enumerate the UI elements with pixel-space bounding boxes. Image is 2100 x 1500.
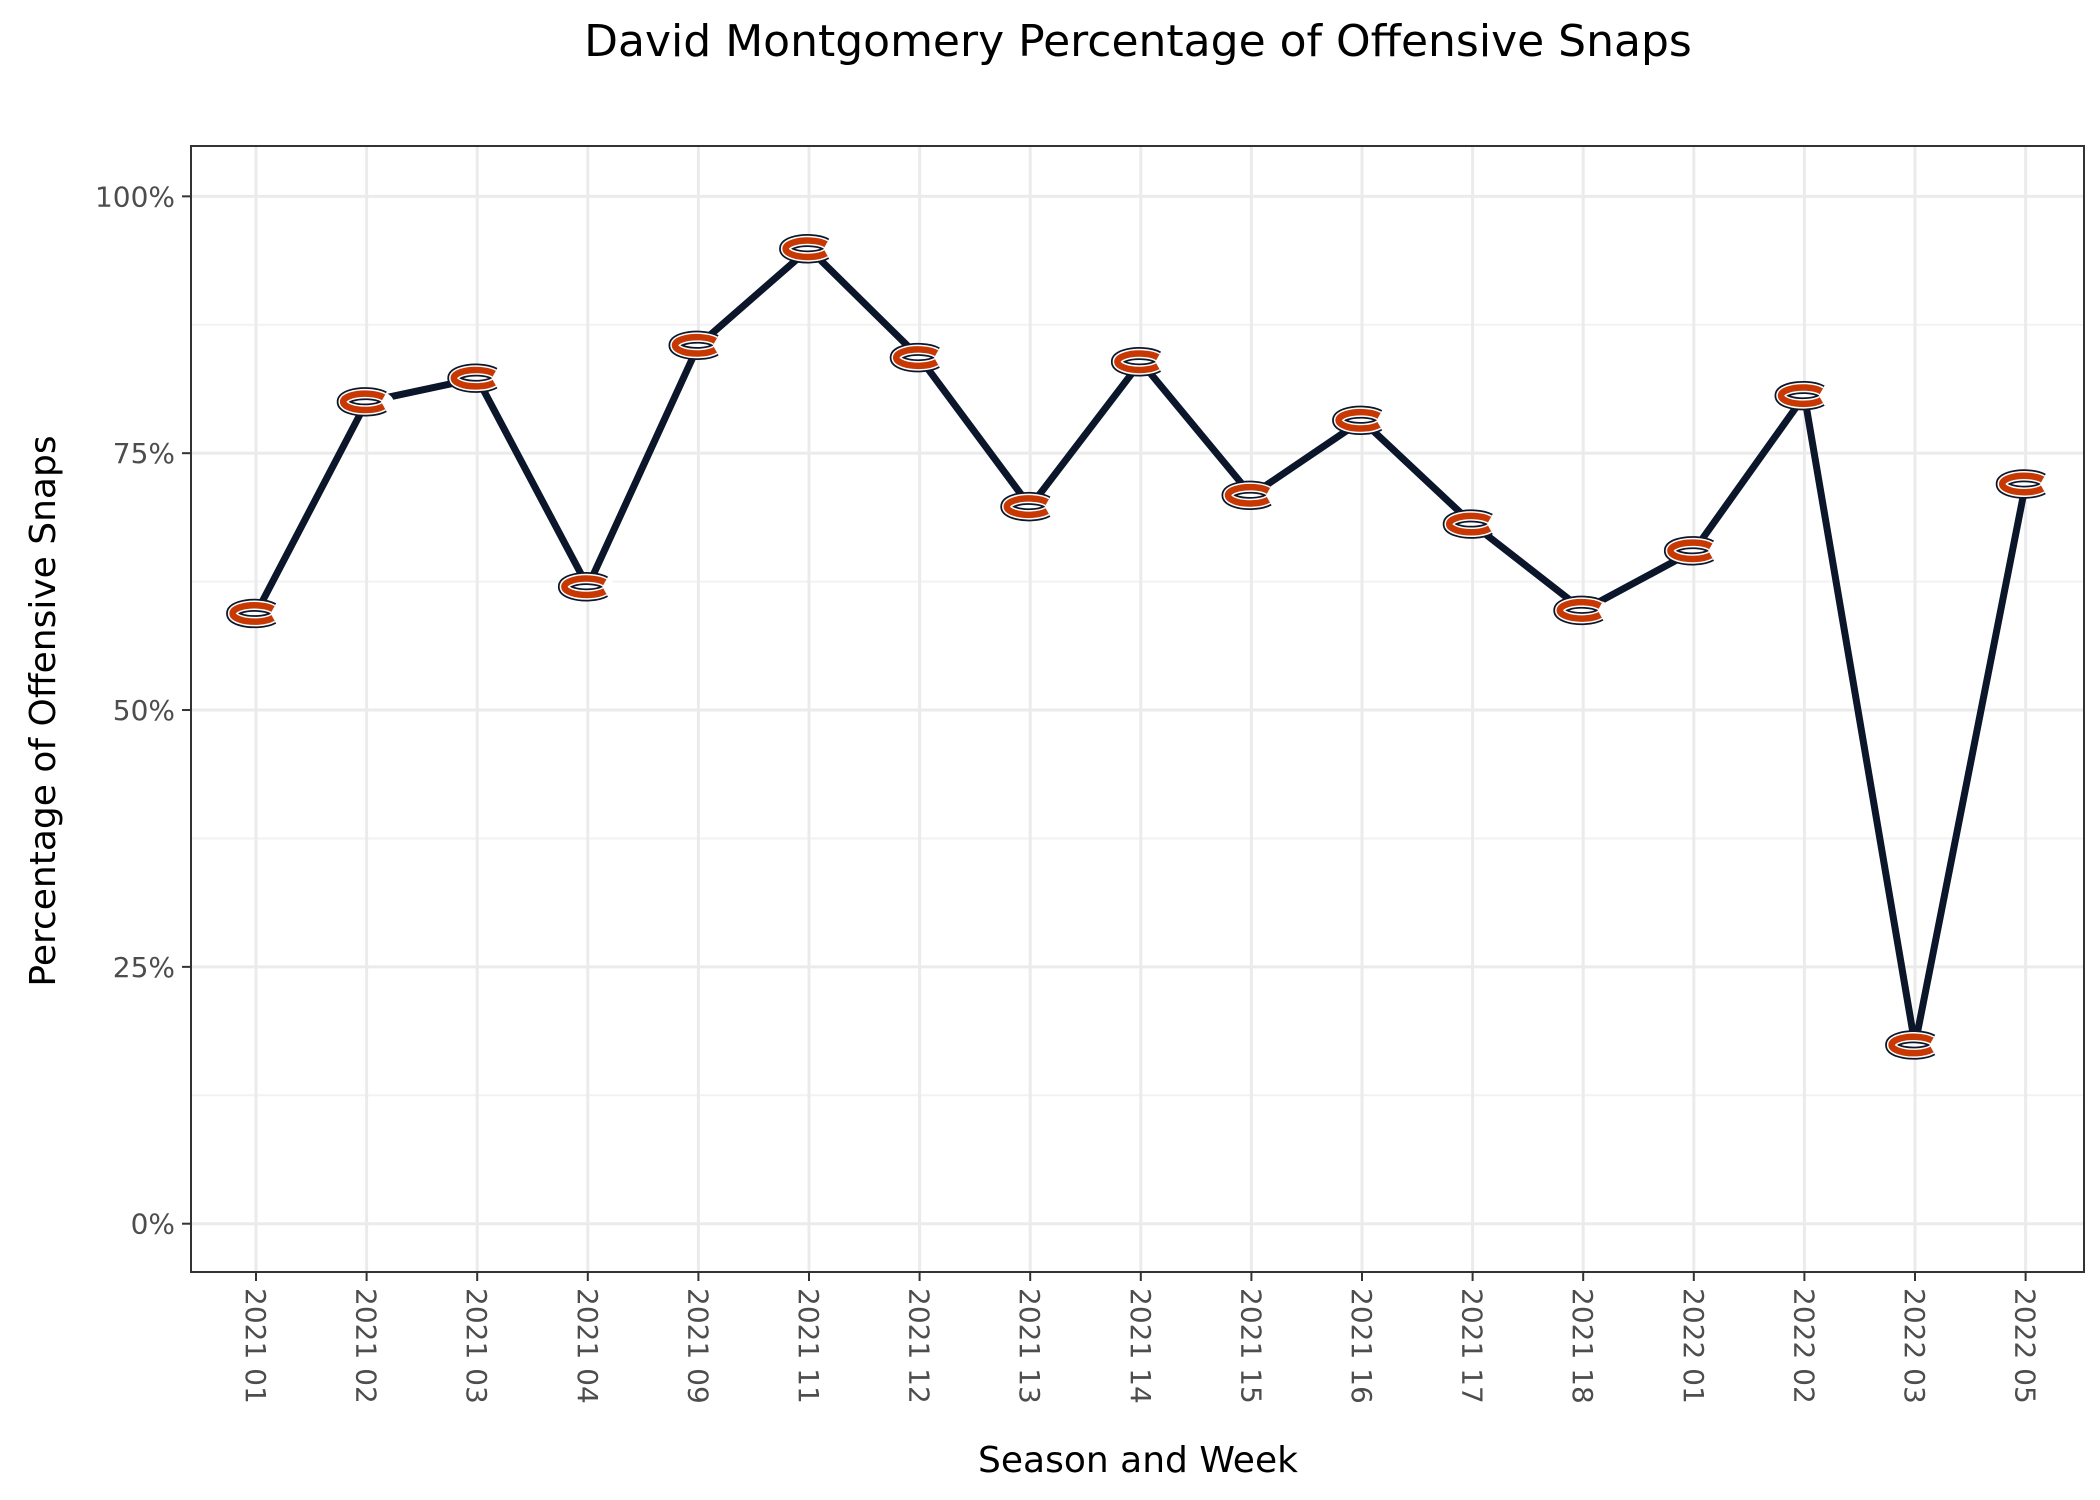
data-point-marker: [1663, 536, 1721, 566]
data-point-marker: [889, 342, 947, 373]
x-tick-label: 2021 12: [903, 1288, 936, 1404]
data-point-marker: [1000, 491, 1058, 522]
x-tick-label: 2021 03: [460, 1288, 493, 1404]
x-tick-label: 2022 05: [2009, 1288, 2042, 1404]
chart-title: David Montgomery Percentage of Offensive…: [584, 16, 1692, 67]
data-point-marker: [779, 234, 836, 264]
x-tick-label: 2021 15: [1234, 1288, 1267, 1404]
x-tick-label: 2021 16: [1345, 1288, 1378, 1404]
data-point-marker: [1885, 1030, 1942, 1060]
data-point-marker: [1442, 509, 1500, 539]
data-point-marker: [1553, 595, 1611, 626]
data-point-marker: [447, 363, 505, 393]
data-point-marker: [336, 387, 394, 417]
x-tick-label: 2021 01: [239, 1288, 272, 1404]
data-point-marker: [1332, 405, 1389, 435]
x-tick-label: 2022 02: [1787, 1288, 1820, 1404]
x-tick-label: 2021 18: [1566, 1288, 1599, 1404]
x-tick-label: 2021 11: [792, 1288, 825, 1404]
x-axis: 2021 01 2021 02 2021 03 2021 04 2021 09 2021 …: [239, 1272, 2042, 1404]
y-axis: 0% 25% 50% 75% 100%: [95, 180, 191, 1241]
x-tick-label: 2021 02: [350, 1288, 383, 1404]
x-tick-label: 2021 04: [571, 1288, 604, 1404]
data-point-marker: [1995, 469, 2053, 499]
data-point-marker: [1774, 380, 1832, 411]
minor-gridlines: [191, 323, 2084, 1097]
y-tick-label: 100%: [95, 180, 175, 213]
x-tick-label: 2021 13: [1013, 1288, 1046, 1404]
x-tick-label: 2022 03: [1898, 1288, 1931, 1404]
x-tick-label: 2021 09: [681, 1288, 714, 1404]
y-tick-label: 75%: [113, 437, 175, 470]
data-point-marker: [226, 598, 283, 629]
x-axis-title: Season and Week: [978, 1440, 1298, 1481]
x-tick-label: 2022 01: [1677, 1288, 1710, 1404]
x-tick-label: 2021 17: [1456, 1288, 1489, 1404]
x-tick-label: 2021 14: [1124, 1288, 1157, 1404]
major-gridlines: [191, 146, 2084, 1272]
panel-border: [190, 145, 2085, 1273]
data-point-marker: [1221, 480, 1279, 510]
data-point-marker: [1110, 347, 1168, 377]
y-axis-title: Percentage of Offensive Snaps: [23, 435, 64, 986]
y-tick-label: 0%: [131, 1208, 175, 1241]
y-tick-label: 50%: [113, 694, 175, 727]
data-markers: [226, 234, 2053, 1060]
data-point-marker: [557, 572, 615, 602]
plot-panel: [190, 145, 2085, 1273]
y-tick-label: 25%: [113, 951, 175, 984]
data-point-marker: [668, 330, 726, 360]
